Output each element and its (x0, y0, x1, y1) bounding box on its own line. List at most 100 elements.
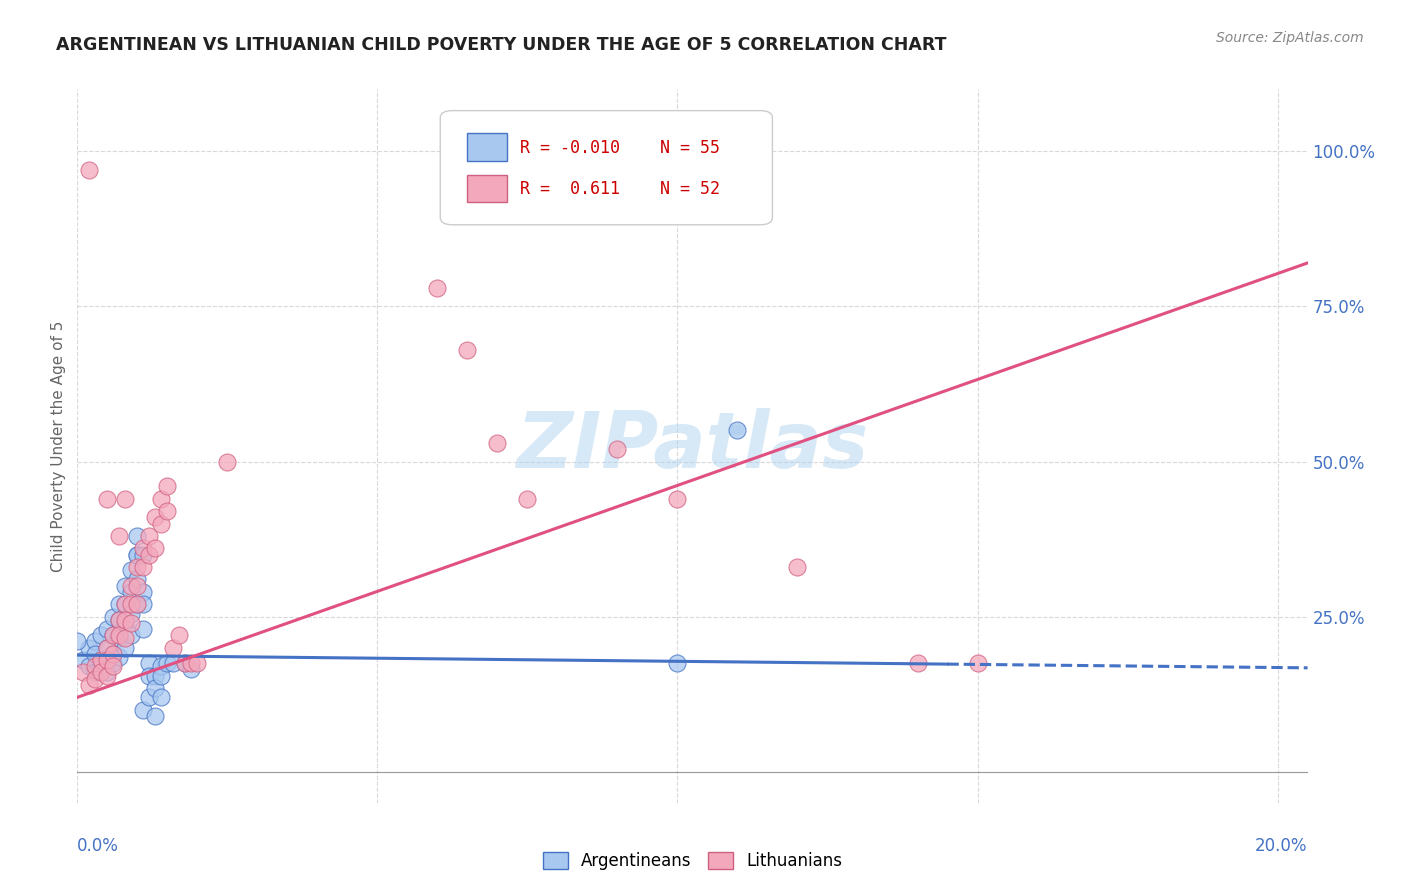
Point (127, 579, 149, 593)
Text: R =  0.611    N = 52: R = 0.611 N = 52 (520, 180, 720, 198)
Point (84, 672, 107, 686)
Point (186, 656, 208, 670)
Point (96, 656, 118, 670)
Point (169, 628, 191, 642)
Point (143, 541, 166, 556)
Point (516, 491, 538, 506)
Point (132, 560, 155, 574)
Point (143, 681, 166, 695)
Point (143, 668, 166, 682)
Point (150, 659, 173, 673)
Point (114, 597, 136, 611)
Point (114, 615, 136, 630)
Point (727, 424, 749, 438)
Point (96, 653, 118, 667)
Text: 20.0%: 20.0% (1256, 837, 1308, 855)
Point (120, 615, 142, 630)
FancyBboxPatch shape (440, 111, 772, 225)
Point (103, 609, 125, 624)
Point (108, 613, 131, 627)
Point (127, 529, 149, 543)
Point (79, 640, 101, 655)
Point (108, 597, 131, 611)
Point (114, 632, 136, 646)
Point (150, 491, 173, 506)
Text: 0.0%: 0.0% (77, 837, 120, 855)
Point (666, 656, 689, 670)
Bar (467, 175, 506, 202)
Point (96, 665, 118, 680)
Point (96, 668, 118, 682)
Point (966, 656, 988, 670)
Point (103, 647, 125, 661)
Text: Source: ZipAtlas.com: Source: ZipAtlas.com (1216, 31, 1364, 45)
Point (120, 563, 142, 577)
Text: ZIPatlas: ZIPatlas (516, 408, 869, 484)
Point (180, 656, 202, 670)
Point (426, 281, 449, 295)
Point (90, 628, 112, 642)
Point (606, 442, 628, 456)
Point (127, 573, 149, 587)
Point (114, 640, 136, 655)
Point (217, 454, 239, 468)
Point (132, 597, 155, 611)
Point (84, 665, 107, 680)
Point (138, 668, 160, 682)
Point (103, 628, 125, 642)
Point (103, 628, 125, 642)
Point (90, 653, 112, 667)
Point (127, 597, 149, 611)
Point (132, 541, 155, 556)
Point (84, 659, 107, 673)
Point (79, 659, 101, 673)
Point (156, 504, 179, 518)
Point (127, 548, 149, 562)
Point (72, 653, 94, 667)
Point (114, 579, 136, 593)
Point (96, 640, 118, 655)
Point (127, 560, 149, 574)
Point (138, 690, 160, 705)
Point (90, 653, 112, 667)
Point (156, 479, 179, 493)
Point (103, 659, 125, 673)
Point (156, 656, 179, 670)
Point (66, 634, 89, 648)
Point (132, 703, 155, 717)
Legend: Argentineans, Lithuanians: Argentineans, Lithuanians (536, 845, 849, 877)
Point (138, 548, 160, 562)
Point (486, 436, 509, 450)
Bar (467, 134, 506, 161)
Point (180, 662, 202, 676)
Point (174, 656, 197, 670)
Point (120, 584, 142, 599)
Point (108, 632, 131, 646)
Point (79, 678, 101, 692)
Point (143, 709, 166, 723)
Y-axis label: Child Poverty Under the Age of 5: Child Poverty Under the Age of 5 (51, 320, 66, 572)
Point (162, 656, 184, 670)
Point (79, 162, 101, 177)
Point (108, 529, 131, 543)
Point (456, 343, 478, 357)
Point (127, 597, 149, 611)
Point (174, 656, 197, 670)
Point (162, 640, 184, 655)
Point (132, 584, 155, 599)
Point (132, 548, 155, 562)
Point (132, 622, 155, 636)
Point (108, 613, 131, 627)
Point (138, 529, 160, 543)
Point (114, 491, 136, 506)
Point (84, 647, 107, 661)
Point (150, 668, 173, 682)
Point (96, 491, 118, 506)
Point (96, 622, 118, 636)
Point (96, 640, 118, 655)
Text: R = -0.010    N = 55: R = -0.010 N = 55 (520, 139, 720, 157)
Text: ARGENTINEAN VS LITHUANIAN CHILD POVERTY UNDER THE AGE OF 5 CORRELATION CHART: ARGENTINEAN VS LITHUANIAN CHILD POVERTY … (56, 36, 946, 54)
Point (114, 613, 136, 627)
Point (150, 516, 173, 531)
Point (907, 656, 929, 670)
